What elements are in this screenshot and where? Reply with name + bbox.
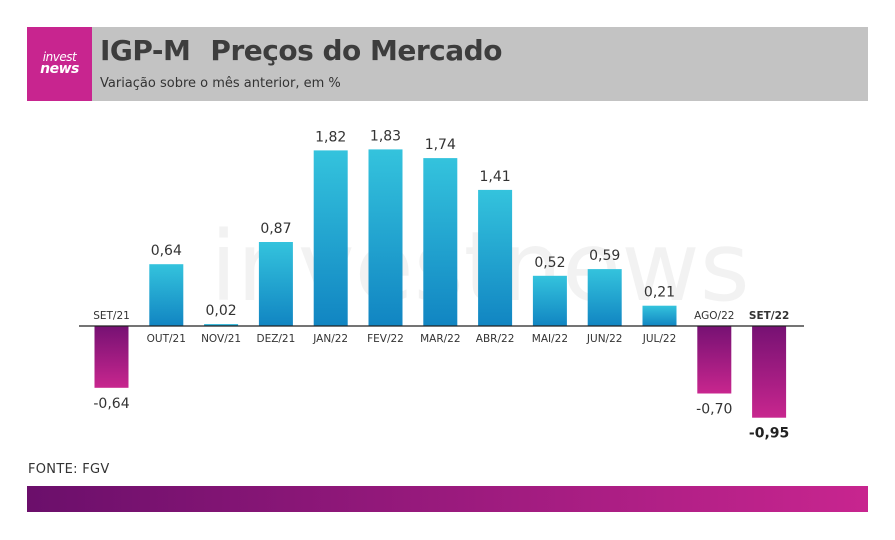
investnews-logo: invest news	[27, 27, 92, 101]
bar-mar-22	[423, 158, 458, 326]
footer-bar	[27, 486, 868, 512]
bar-mai-22	[532, 275, 567, 326]
category-label: AGO/22	[694, 310, 734, 322]
category-label: JUN/22	[586, 333, 623, 345]
logo-text-bottom: news	[40, 61, 79, 77]
chart-header: invest news IGP-M Preços do Mercado Varia…	[27, 27, 868, 101]
value-label: 1,74	[425, 137, 456, 153]
bar-fev-22	[368, 149, 403, 326]
category-label: ABR/22	[476, 333, 515, 345]
bar-ago-22	[697, 326, 732, 394]
category-label: FEV/22	[367, 333, 404, 345]
bar-abr-22	[478, 189, 513, 326]
value-label: 1,83	[370, 128, 401, 144]
bar-set-22	[752, 326, 787, 418]
value-label: 1,41	[480, 169, 511, 185]
bar-jun-22	[587, 269, 622, 326]
category-label: OUT/21	[147, 333, 186, 345]
value-label: 0,64	[151, 243, 182, 259]
bar-set-21	[94, 326, 129, 388]
bars-group: -0,64 SET/21 0,64 OUT/21 0,02 NOV/21 0,87 DEZ/2…	[93, 128, 789, 441]
chart-subtitle: Variação sobre o mês anterior, em %	[100, 76, 341, 91]
chart-title: IGP-M Preços do Mercado	[100, 34, 502, 67]
bar-nov-21	[204, 324, 239, 326]
value-label: 0,21	[644, 285, 675, 301]
category-label: MAR/22	[420, 333, 460, 345]
category-label: JAN/22	[312, 333, 348, 345]
chart-title-main: IGP-M	[100, 34, 191, 67]
category-label: SET/22	[749, 310, 789, 322]
category-label: SET/21	[93, 310, 130, 322]
category-label: DEZ/21	[256, 333, 295, 345]
value-label: -0,64	[93, 396, 129, 412]
value-label: -0,70	[696, 402, 732, 418]
value-label: 0,59	[589, 248, 620, 264]
bar-dez-21	[258, 242, 293, 326]
category-label: NOV/21	[201, 333, 241, 345]
bar-out-21	[149, 264, 184, 326]
bar-jan-22	[313, 150, 348, 326]
value-label: 1,82	[315, 129, 346, 145]
chart-title-rest: Preços do Mercado	[210, 34, 502, 67]
source-note: FONTE: FGV	[28, 462, 110, 477]
value-label: 0,87	[260, 221, 291, 237]
category-label: MAI/22	[532, 333, 568, 345]
value-label: 0,02	[206, 303, 237, 319]
value-label: 0,52	[534, 255, 565, 271]
bar-jul-22	[642, 305, 677, 326]
category-label: JUL/22	[642, 333, 677, 345]
value-label: -0,95	[749, 426, 789, 442]
logo-text-top: invest	[42, 50, 77, 64]
